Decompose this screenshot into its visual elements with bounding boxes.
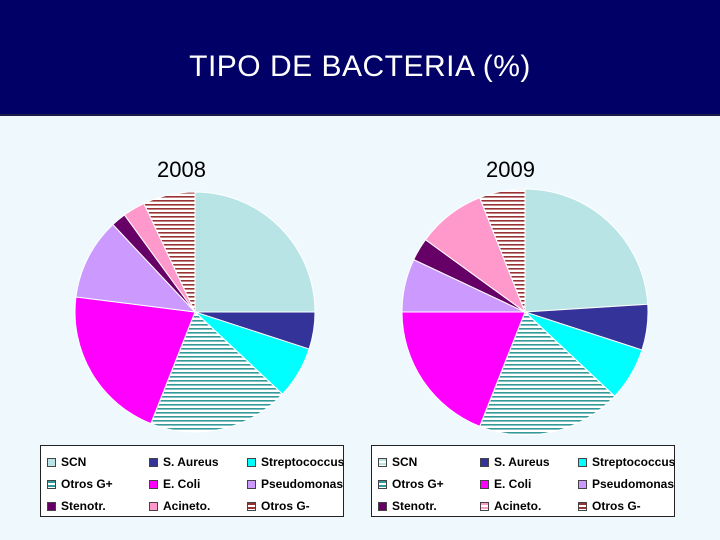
page-title: TIPO DE BACTERIA (%) <box>189 50 531 83</box>
legend-label: SCN <box>392 455 418 469</box>
legend-label: S. Aureus <box>163 455 219 469</box>
legend-label: Pseudomonas <box>592 477 675 491</box>
legend-label: Stenotr. <box>61 499 106 513</box>
swatch-scn-icon <box>378 457 387 467</box>
legend-2009: SCN S. Aureus Streptococcus Otros G+ E. … <box>371 445 675 517</box>
legend-item: E. Coli <box>480 476 531 492</box>
legend-item: Stenotr. <box>378 498 437 514</box>
swatch-ecoli-icon <box>149 479 158 489</box>
legend-label: Streptococcus <box>592 455 676 469</box>
swatch-otros-gn-icon <box>247 501 256 511</box>
swatch-otros-gp-icon <box>378 479 387 489</box>
legend-item: Streptococcus <box>578 454 675 470</box>
swatch-saureus-icon <box>480 457 489 467</box>
title-bar: TIPO DE BACTERIA (%) <box>0 0 720 116</box>
swatch-stenotr-icon <box>47 501 56 511</box>
legend-label: Acineto. <box>163 499 211 513</box>
slice-2009-otros-g <box>479 311 616 436</box>
chart-title-2009: 2009 <box>486 157 535 182</box>
swatch-pseudo-icon <box>247 479 256 489</box>
slice-2008-otros-g <box>150 311 284 433</box>
swatch-ecoli-icon <box>480 479 489 489</box>
slice-2008-e-coli <box>74 296 196 425</box>
legend-label: Streptococcus <box>261 455 345 469</box>
legend-item: Otros G- <box>578 498 641 514</box>
legend-item: Stenotr. <box>47 498 106 514</box>
legend-label: Otros G+ <box>61 477 113 491</box>
legend-label: Otros G- <box>592 499 641 513</box>
legend-label: SCN <box>61 455 87 469</box>
legend-2008: SCN S. Aureus Streptococcus Otros G+ E. … <box>40 445 344 517</box>
legend-label: Stenotr. <box>392 499 437 513</box>
swatch-acineto-icon <box>149 501 158 511</box>
legend-item: Otros G- <box>247 498 310 514</box>
legend-item: E. Coli <box>149 476 200 492</box>
swatch-pseudo-icon <box>578 479 587 489</box>
swatch-otros-gn-icon <box>578 501 587 511</box>
swatch-stenotr-icon <box>378 501 387 511</box>
legend-item: SCN <box>378 454 417 470</box>
legend-item: S. Aureus <box>149 454 219 470</box>
legend-item: Otros G+ <box>378 476 444 492</box>
chart-title-2008: 2008 <box>157 157 206 182</box>
legend-label: Pseudomonas <box>261 477 344 491</box>
slice-2009-e-coli <box>401 311 526 428</box>
swatch-otros-gp-icon <box>47 479 56 489</box>
legend-item: Acineto. <box>149 498 210 514</box>
legend-item: Streptococcus <box>247 454 344 470</box>
legend-item: Pseudomonas <box>247 476 343 492</box>
legend-item: Otros G+ <box>47 476 113 492</box>
legend-label: E. Coli <box>494 477 532 491</box>
pie-2008 <box>74 191 316 433</box>
slice-2008-scn <box>194 191 316 313</box>
swatch-saureus-icon <box>149 457 158 467</box>
swatch-strepto-icon <box>578 457 587 467</box>
legend-item: Pseudomonas <box>578 476 674 492</box>
legend-item: S. Aureus <box>480 454 550 470</box>
legend-item: SCN <box>47 454 86 470</box>
slice-2009-scn <box>524 188 649 313</box>
legend-label: S. Aureus <box>494 455 550 469</box>
legend-label: Otros G- <box>261 499 310 513</box>
swatch-strepto-icon <box>247 457 256 467</box>
swatch-acineto-icon <box>480 501 489 511</box>
legend-label: Otros G+ <box>392 477 444 491</box>
slice-2008-pseudomonas <box>75 223 197 313</box>
slice-2009-otros-g <box>479 188 526 313</box>
swatch-scn-icon <box>47 457 56 467</box>
legend-label: E. Coli <box>163 477 201 491</box>
legend-item: Acineto. <box>480 498 541 514</box>
legend-label: Acineto. <box>494 499 542 513</box>
pie-2009 <box>401 188 649 436</box>
slice-2008-otros-g <box>143 191 196 313</box>
